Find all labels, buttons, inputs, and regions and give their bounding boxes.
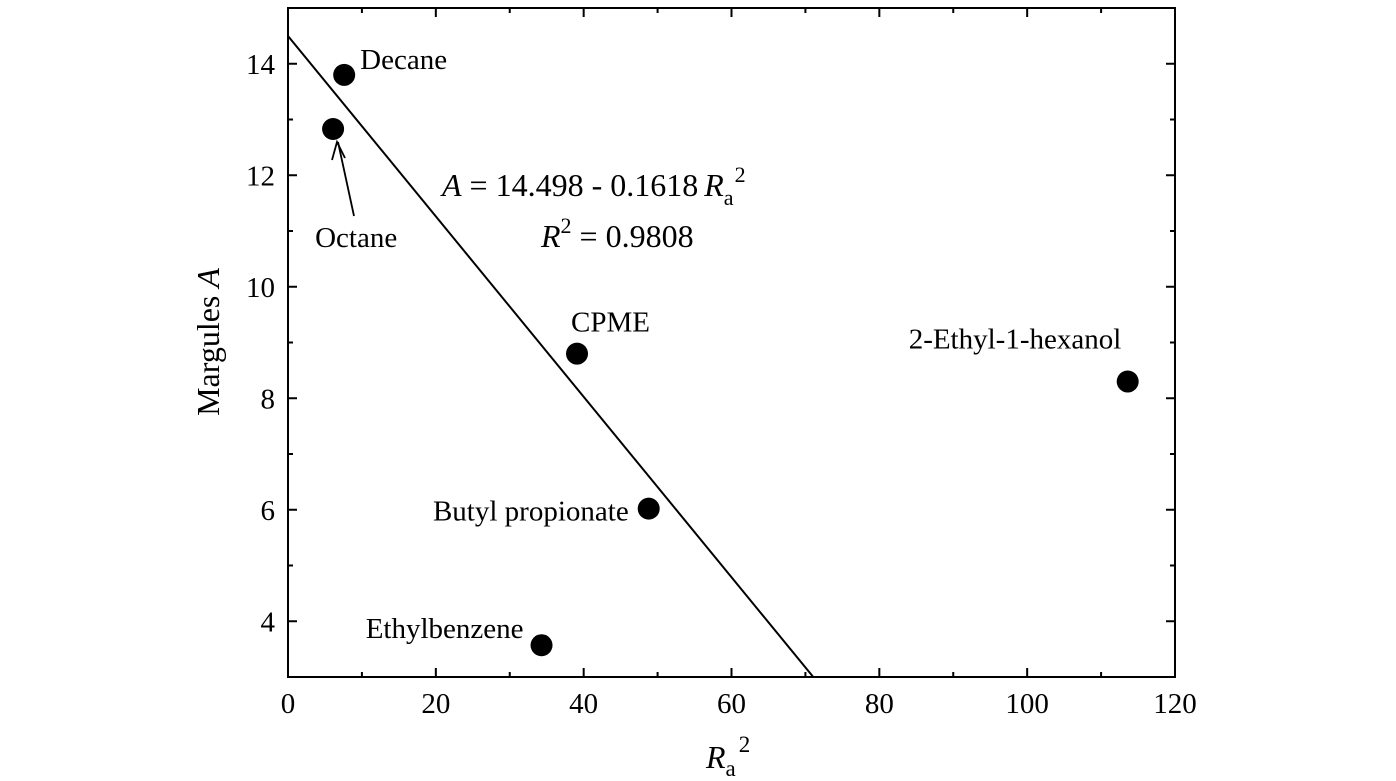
data-point bbox=[333, 63, 356, 86]
xlabel-base: R bbox=[705, 739, 726, 775]
y-tick-label: 12 bbox=[246, 160, 275, 192]
y-tick-label: 6 bbox=[261, 495, 276, 527]
y-axis-label: Margules A bbox=[190, 268, 226, 416]
fit-equation: A = 14.498 - 0.1618 Ra2 bbox=[440, 162, 746, 210]
data-point bbox=[566, 342, 589, 365]
point-label: 2-Ethyl-1-hexanol bbox=[909, 324, 1122, 356]
eq-lhs: A bbox=[440, 167, 462, 203]
point-label: Decane bbox=[360, 44, 447, 76]
data-points: Decane Octane CPME 2-Ethyl-1-hexanol Butyl p… bbox=[315, 44, 1139, 657]
data-point bbox=[322, 117, 345, 140]
y-tick-label: 14 bbox=[246, 49, 276, 81]
x-tick-label: 20 bbox=[421, 688, 450, 720]
data-point bbox=[637, 497, 660, 520]
eq-var: R bbox=[703, 167, 724, 203]
octane-arrow bbox=[331, 139, 355, 217]
x-tick-label: 80 bbox=[865, 688, 894, 720]
y-tick-label: 10 bbox=[246, 272, 275, 304]
r2-var: R bbox=[540, 218, 561, 254]
fit-r2: R2 = 0.9808 bbox=[540, 213, 694, 254]
x-axis-label: Ra2 bbox=[705, 732, 750, 781]
ylabel-prefix: Margules bbox=[190, 288, 226, 416]
r2-sup: 2 bbox=[561, 213, 572, 238]
eq-sub: a bbox=[724, 185, 734, 210]
x-tick-label: 120 bbox=[1153, 688, 1197, 720]
xlabel-sup: 2 bbox=[739, 732, 751, 757]
y-tick-label: 4 bbox=[261, 606, 276, 638]
x-axis-ticks: 0 20 40 60 80 100 120 bbox=[281, 8, 1197, 720]
x-tick-label: 0 bbox=[281, 688, 296, 720]
point-label: CPME bbox=[571, 307, 650, 339]
y-tick-label: 8 bbox=[261, 383, 276, 415]
point-label: Octane bbox=[315, 222, 397, 254]
point-label: Ethylbenzene bbox=[366, 613, 524, 645]
data-point bbox=[530, 634, 553, 657]
regression-line bbox=[287, 35, 815, 678]
x-tick-label: 60 bbox=[717, 688, 746, 720]
eq-sup: 2 bbox=[735, 162, 746, 187]
xlabel-sub: a bbox=[726, 756, 736, 781]
point-label: Butyl propionate bbox=[433, 496, 629, 528]
x-tick-label: 100 bbox=[1005, 688, 1049, 720]
data-point bbox=[1116, 370, 1139, 393]
y-axis-ticks: 4 6 8 10 12 14 bbox=[246, 7, 1175, 678]
r2-rest: = 0.9808 bbox=[572, 218, 694, 254]
ylabel-italic: A bbox=[190, 268, 226, 290]
eq-middle: = 14.498 - 0.1618 bbox=[462, 167, 699, 203]
x-tick-label: 40 bbox=[569, 688, 598, 720]
